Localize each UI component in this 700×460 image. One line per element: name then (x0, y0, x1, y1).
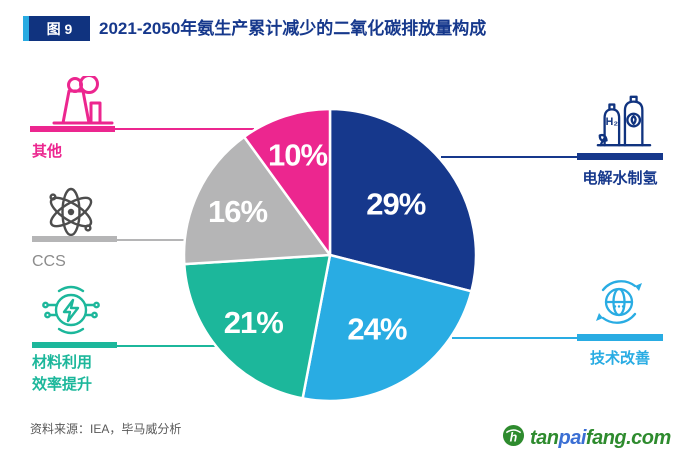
smart-energy-icon (40, 282, 102, 342)
hydrogen-cylinders-icon: H₂ (593, 92, 653, 150)
legend-label-material: 材料利用 效率提升 (32, 354, 93, 393)
leader-line-other (112, 128, 254, 130)
site-name-part3: fang.com (585, 426, 671, 449)
site-name: tanpaifang.com (530, 427, 671, 450)
pie-chart: 29% 24% 21% 16%10% (182, 107, 478, 403)
pie-value-label-ccs: 16% (208, 194, 267, 229)
legend-label-other: 其他 (32, 143, 63, 160)
pie-slice-ccs (182, 135, 332, 266)
pie-slice-material-efficiency (183, 253, 332, 400)
legend-bar-material (32, 342, 117, 348)
source-note: 资料来源：IEA，毕马威分析 (30, 422, 182, 436)
globe-recycle-icon (591, 276, 647, 330)
tanpaifang-leaf-icon: h (502, 424, 525, 452)
leader-line-electrolysis (441, 156, 579, 158)
pie-slice-electrolysis (328, 107, 478, 293)
header-accent-bar (23, 16, 29, 41)
pie-value-label-other: 10% (268, 138, 327, 173)
factory-icon (50, 76, 116, 126)
legend-bar-tech (577, 334, 663, 341)
pie-slice-tech-improve (301, 253, 473, 403)
leader-line-tech (452, 337, 579, 339)
site-name-part2: pai (558, 426, 587, 449)
svg-text:h: h (510, 430, 518, 444)
pie-slice-other (242, 107, 332, 257)
legend-bar-other (30, 126, 115, 132)
legend-label-tech: 技术改善 (589, 350, 650, 367)
legend-bar-electrolysis (577, 153, 663, 160)
legend-label-electrolysis: 电解水制氢 (582, 170, 658, 187)
pie-value-label-material-efficiency: 21% (224, 305, 283, 340)
pie-value-label-electrolysis: 29% (366, 187, 425, 222)
leader-line-material (114, 345, 216, 347)
leader-line-ccs (114, 239, 186, 241)
site-name-part1: tan (530, 426, 559, 449)
legend-label-ccs: CCS (32, 253, 66, 270)
site-watermark[interactable]: h tanpaifang.com (502, 424, 671, 452)
atom-icon (42, 186, 100, 238)
figure-badge: 图 9 (29, 16, 90, 41)
pie-value-label-tech-improve: 24% (347, 312, 406, 347)
h2-label: H₂ (606, 116, 619, 128)
legend-bar-ccs (32, 236, 117, 242)
figure-title: 2021-2050年氨生产累计减少的二氧化碳排放量构成 (99, 19, 487, 38)
